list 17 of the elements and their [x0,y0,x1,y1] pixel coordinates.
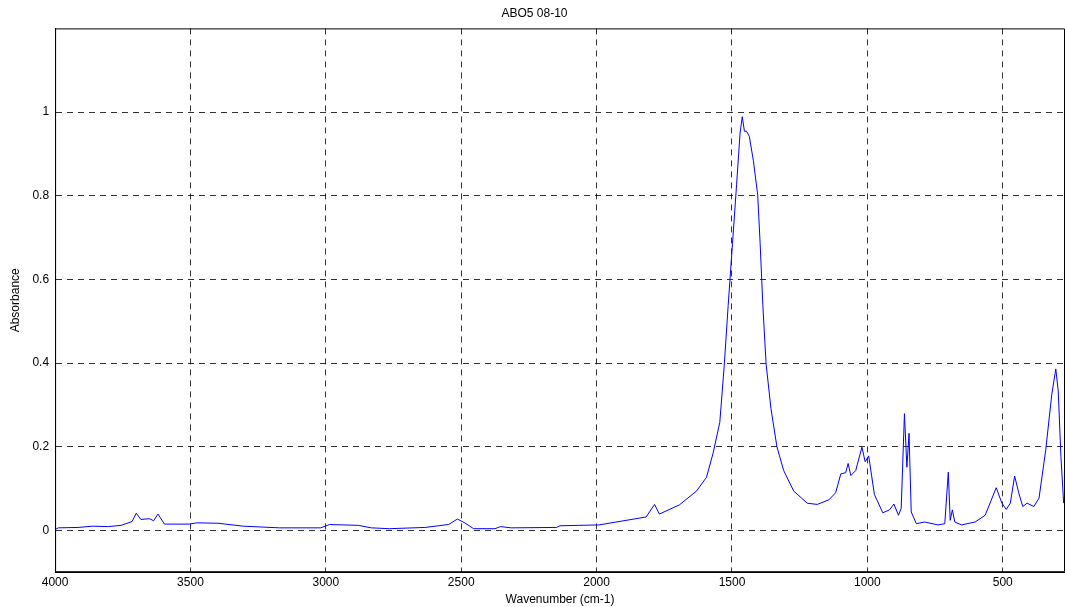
y-tick-label: 0.4 [32,355,50,370]
y-axis-title: Absorbance [7,267,22,333]
chart-title: ABO5 08-10 [501,5,568,20]
x-tick-label: 4000 [41,574,69,589]
y-tick-label: 0.2 [32,439,50,454]
x-tick-label: 3500 [177,574,205,589]
x-tick-label: 2000 [583,574,611,589]
y-tick-label: 0 [42,522,50,537]
x-tick-label: 1000 [854,574,882,589]
y-tick-label: 0.8 [32,188,50,203]
x-axis-title: Wavenumber (cm-1) [505,592,615,607]
x-tick-label: 2500 [447,574,475,589]
y-tick-label: 1 [42,104,50,119]
y-tick-label: 0.6 [32,271,50,286]
x-tick-label: 1500 [718,574,746,589]
x-tick-label: 500 [992,574,1014,589]
x-tick-label: 3000 [312,574,340,589]
